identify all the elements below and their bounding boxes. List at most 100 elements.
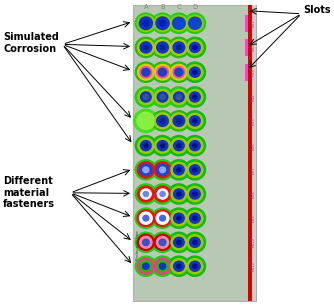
Circle shape [190, 116, 200, 126]
Circle shape [154, 64, 171, 80]
Circle shape [154, 15, 171, 32]
Text: flo2: flo2 [252, 43, 256, 51]
Circle shape [174, 237, 184, 247]
Circle shape [152, 160, 173, 180]
Circle shape [135, 62, 156, 82]
Circle shape [152, 87, 173, 107]
Circle shape [171, 259, 187, 274]
Circle shape [152, 13, 173, 33]
Circle shape [135, 13, 156, 33]
Text: Different
material
fasteners: Different material fasteners [3, 176, 55, 209]
Circle shape [168, 208, 189, 228]
Text: flo6: flo6 [252, 142, 256, 150]
Circle shape [152, 232, 173, 252]
Circle shape [137, 210, 155, 226]
Circle shape [141, 189, 151, 199]
Circle shape [173, 115, 185, 126]
Circle shape [135, 208, 156, 228]
Circle shape [143, 21, 149, 26]
Circle shape [168, 256, 189, 276]
Circle shape [174, 141, 184, 151]
Text: B: B [160, 4, 165, 10]
Circle shape [190, 43, 200, 53]
Circle shape [168, 160, 189, 180]
Circle shape [187, 89, 203, 105]
Circle shape [143, 263, 149, 269]
Circle shape [144, 45, 148, 50]
Circle shape [160, 192, 165, 196]
Circle shape [154, 186, 171, 202]
Text: Probe axis line: Probe axis line [136, 230, 140, 260]
Text: flo7: flo7 [252, 166, 256, 174]
Circle shape [143, 192, 149, 196]
Circle shape [168, 37, 189, 58]
Text: A: A [144, 4, 148, 10]
Circle shape [173, 17, 185, 29]
Circle shape [137, 15, 155, 32]
Circle shape [160, 95, 165, 99]
Circle shape [154, 113, 171, 129]
Text: flo8: flo8 [252, 190, 256, 198]
Circle shape [152, 111, 173, 131]
Circle shape [193, 240, 197, 244]
Circle shape [168, 111, 189, 131]
Circle shape [173, 42, 185, 53]
Circle shape [176, 118, 182, 123]
Circle shape [157, 261, 168, 272]
Circle shape [138, 64, 154, 80]
Text: D: D [192, 4, 197, 10]
Circle shape [134, 109, 158, 132]
FancyBboxPatch shape [247, 5, 252, 301]
Circle shape [190, 213, 200, 223]
Circle shape [159, 239, 166, 246]
Circle shape [184, 62, 205, 82]
Circle shape [141, 92, 151, 102]
Circle shape [168, 13, 189, 33]
Text: flo11: flo11 [252, 261, 256, 271]
Circle shape [152, 184, 173, 204]
Circle shape [187, 259, 203, 274]
Circle shape [155, 138, 170, 153]
Circle shape [177, 216, 181, 220]
FancyBboxPatch shape [245, 64, 248, 81]
Circle shape [187, 40, 203, 55]
Circle shape [140, 67, 152, 78]
Circle shape [190, 67, 200, 77]
Circle shape [155, 89, 170, 105]
Circle shape [135, 232, 156, 252]
Circle shape [135, 256, 156, 276]
Circle shape [184, 160, 205, 180]
Circle shape [135, 160, 156, 180]
Circle shape [135, 37, 156, 58]
Circle shape [157, 141, 168, 151]
Circle shape [140, 237, 152, 248]
Circle shape [173, 67, 185, 78]
Circle shape [157, 189, 168, 199]
Circle shape [190, 141, 200, 151]
Circle shape [177, 168, 181, 172]
Circle shape [193, 168, 197, 172]
Circle shape [174, 165, 184, 175]
Circle shape [193, 45, 197, 50]
Circle shape [152, 37, 173, 58]
Circle shape [154, 234, 171, 250]
Circle shape [184, 256, 205, 276]
Text: C: C [177, 4, 181, 10]
Circle shape [138, 39, 154, 55]
Circle shape [184, 111, 205, 131]
Text: Simulated
Corrosion: Simulated Corrosion [3, 32, 59, 54]
Circle shape [187, 162, 203, 177]
Circle shape [160, 45, 165, 50]
Circle shape [187, 138, 203, 153]
Circle shape [138, 186, 154, 202]
Circle shape [143, 239, 149, 246]
Circle shape [157, 42, 168, 53]
Circle shape [175, 68, 183, 76]
Circle shape [174, 213, 184, 223]
Circle shape [174, 261, 184, 271]
Circle shape [154, 210, 171, 226]
Circle shape [190, 261, 200, 271]
Circle shape [171, 138, 187, 153]
FancyBboxPatch shape [252, 5, 257, 301]
Circle shape [174, 92, 184, 102]
